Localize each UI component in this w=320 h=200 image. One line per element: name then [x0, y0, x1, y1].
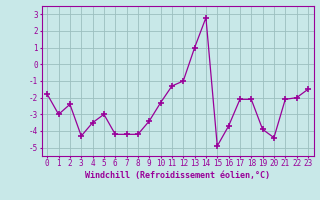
X-axis label: Windchill (Refroidissement éolien,°C): Windchill (Refroidissement éolien,°C): [85, 171, 270, 180]
